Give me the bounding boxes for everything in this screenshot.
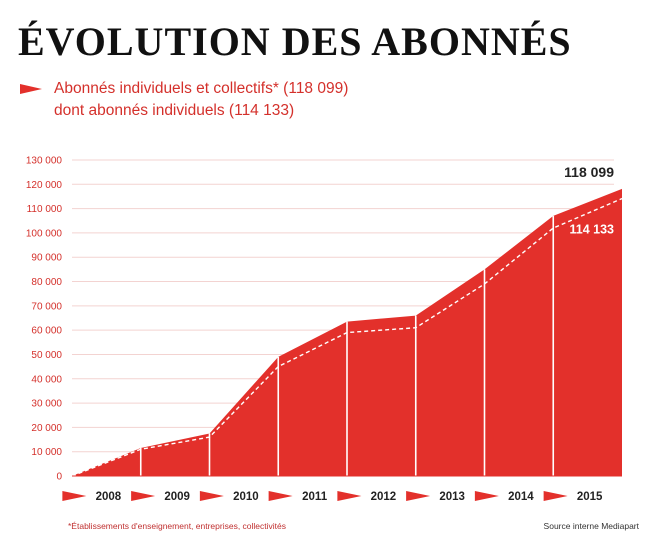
x-tick-arrow-icon [268, 491, 293, 501]
y-tick-label: 0 [56, 472, 62, 483]
legend-item-total: Abonnés individuels et collectifs* (118 … [20, 78, 348, 100]
y-axis: 0 10 000 20 000 30 000 40 000 50 000 60 000 70 … [26, 156, 63, 483]
y-tick-label: 10 000 [31, 447, 62, 458]
x-tick-arrow-icon [474, 491, 499, 501]
x-tick-arrow-icon [543, 491, 568, 501]
x-tick-label: 2009 [164, 491, 190, 503]
y-tick-label: 80 000 [31, 277, 62, 288]
y-tick-label: 130 000 [26, 156, 63, 167]
x-tick-label: 2011 [302, 491, 328, 503]
legend-label-total: Abonnés individuels et collectifs* (118 … [54, 80, 349, 97]
x-tick-arrow-icon [406, 491, 431, 501]
y-tick-label: 20 000 [31, 423, 62, 434]
legend: Abonnés individuels et collectifs* (118 … [20, 78, 348, 122]
legend-label-individuals: dont abonnés individuels (114 133) [54, 102, 295, 119]
red-arrow-icon [20, 84, 42, 94]
x-tick-arrow-icon [62, 491, 87, 501]
legend-item-individuals: dont abonnés individuels (114 133) [20, 100, 348, 122]
source-credit: Source interne Mediapart [543, 521, 639, 531]
footnote: *Établissements d'enseignement, entrepri… [68, 521, 287, 531]
y-tick-label: 120 000 [26, 180, 63, 191]
end-label-individuals: 114 133 [570, 223, 615, 237]
y-tick-label: 30 000 [31, 399, 62, 410]
x-tick-arrow-icon [199, 491, 224, 501]
y-tick-label: 100 000 [26, 228, 63, 239]
x-tick-label: 2008 [96, 491, 122, 503]
y-tick-label: 110 000 [27, 204, 63, 215]
chart-title: ÉVOLUTION DES ABONNÉS [18, 19, 572, 64]
x-tick-label: 2010 [233, 491, 259, 503]
y-tick-label: 60 000 [31, 326, 62, 337]
x-tick-label: 2014 [508, 491, 534, 503]
y-tick-label: 40 000 [31, 374, 62, 385]
y-tick-label: 90 000 [31, 253, 62, 264]
x-tick-arrow-icon [131, 491, 156, 501]
chart-areas [71, 188, 623, 477]
end-label-total: 118 099 [564, 164, 614, 180]
y-tick-label: 70 000 [31, 301, 62, 312]
x-tick-label: 2012 [371, 491, 397, 503]
y-tick-label: 50 000 [31, 350, 62, 361]
x-axis: 2008 2009 2010 2011 2012 2013 2014 2015 [62, 491, 603, 503]
x-tick-label: 2013 [439, 491, 465, 503]
x-tick-label: 2015 [577, 491, 603, 503]
series-line-individuals [71, 197, 623, 477]
x-tick-arrow-icon [337, 491, 362, 501]
end-labels: 118 099 114 133 [564, 164, 614, 237]
